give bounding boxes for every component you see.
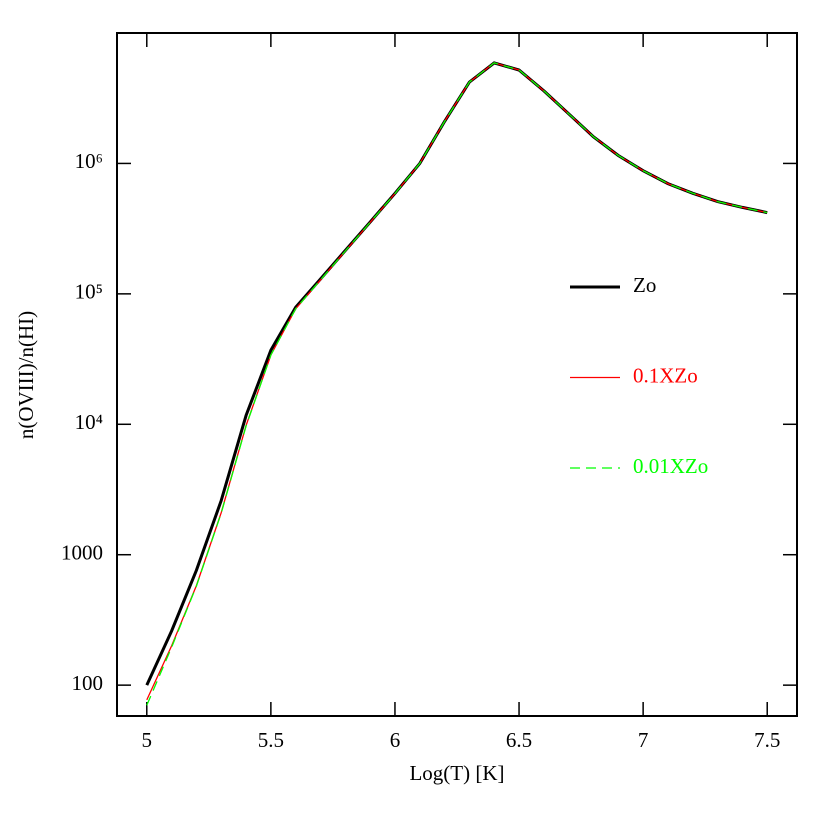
y-tick-label: 1000 xyxy=(61,541,103,565)
legend-label: 0.01XZo xyxy=(633,454,708,478)
y-tick-label: 10⁶ xyxy=(75,149,103,173)
legend-label: Zo xyxy=(633,273,656,297)
x-tick-label: 6 xyxy=(390,728,401,752)
x-tick-label: 5.5 xyxy=(258,728,284,752)
y-tick-label: 100 xyxy=(72,671,104,695)
x-axis-label: Log(T) [K] xyxy=(409,761,504,785)
y-tick-label: 10⁵ xyxy=(75,280,103,304)
legend-label: 0.1XZo xyxy=(633,363,698,387)
series-line xyxy=(146,62,768,706)
x-tick-label: 5 xyxy=(142,728,153,752)
x-tick-label: 6.5 xyxy=(506,728,532,752)
y-axis-label: n(OVIII)/n(HI) xyxy=(14,311,38,439)
x-tick-label: 7.5 xyxy=(754,728,780,752)
x-tick-label: 7 xyxy=(638,728,649,752)
y-tick-label: 10⁴ xyxy=(75,410,103,434)
plot-frame xyxy=(116,32,798,717)
